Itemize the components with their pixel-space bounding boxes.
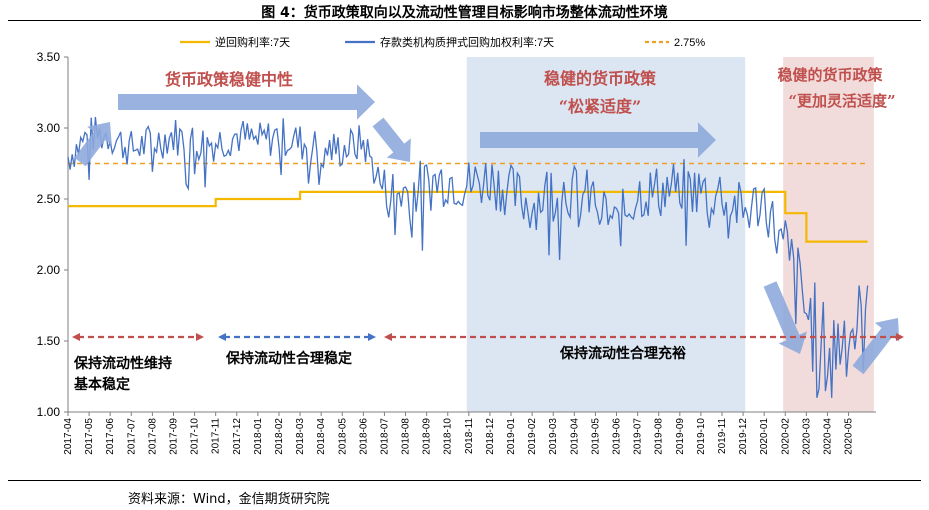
legend-item-1: 存款类机构质押式回购加权利率:7天 — [345, 35, 554, 49]
source-note: 资料来源：Wind，金信期货研究院 — [128, 492, 330, 507]
span-reasonable — [218, 333, 376, 341]
figure-title: 图 4：货币政策取向以及流动性管理目标影响市场整体流动性环境 — [261, 5, 668, 21]
span-stable — [72, 333, 204, 341]
tight-arrow — [480, 122, 716, 158]
annotation-arrows — [72, 84, 904, 375]
annotation-texts: 货币政策稳健中性 稳健的货币政策 “松紧适度” 稳健的货币政策 “更加灵活适度” 保持流动… — [73, 66, 896, 393]
y-tick-label: 2.50 — [37, 192, 61, 206]
span-stable-head-left — [72, 333, 80, 341]
x-tick-label: 2019-01 — [506, 418, 517, 455]
bottom-rule — [8, 480, 921, 481]
x-tick-label: 2019-04 — [569, 418, 580, 455]
x-tick-label: 2018-09 — [422, 418, 433, 455]
shaded-periods — [466, 57, 874, 412]
x-tick-label: 2017-11 — [211, 418, 222, 454]
x-tick-label: 2020-05 — [844, 418, 855, 455]
x-tick-label: 2019-06 — [612, 418, 623, 455]
y-tick-label: 2.00 — [37, 263, 61, 277]
neutral-arrow — [118, 84, 375, 120]
annotation-liq_stable_1: 保持流动性维持 — [73, 355, 172, 372]
y-tick-label: 3.00 — [37, 121, 61, 135]
annotation-liq_ample: 保持流动性合理充裕 — [559, 345, 686, 362]
legend: 逆回购利率:7天 存款类机构质押式回购加权利率:7天 2.75% — [180, 35, 705, 49]
x-tick-label: 2020-01 — [759, 418, 770, 455]
y-tick-label: 1.50 — [37, 334, 61, 348]
easing-arrow — [763, 281, 808, 354]
fall-arrow — [372, 117, 411, 162]
shaded-period-0 — [466, 57, 746, 412]
x-tick-label: 2018-05 — [337, 418, 348, 455]
span-ample-head-left — [384, 333, 392, 341]
rise-arrow — [74, 122, 112, 167]
legend-label: 2.75% — [674, 37, 705, 49]
x-tick-label: 2019-07 — [633, 418, 644, 455]
legend-label: 存款类机构质押式回购加权利率:7天 — [380, 35, 554, 49]
x-tick-label: 2019-10 — [696, 418, 707, 455]
span-stable-head-right — [196, 333, 204, 341]
rebound-arrow — [852, 318, 900, 375]
x-tick-label: 2018-10 — [443, 418, 454, 455]
legend-item-2: 2.75% — [645, 37, 705, 49]
reverse-repo-line — [68, 190, 868, 243]
x-tick-label: 2019-09 — [675, 418, 686, 455]
legend-item-0: 逆回购利率:7天 — [180, 35, 290, 49]
reverse-repo-series — [68, 190, 868, 243]
x-tick-label: 2018-02 — [274, 418, 285, 455]
annotation-flexible_title: 稳健的货币政策 — [777, 66, 883, 84]
x-tick-label: 2018-12 — [485, 418, 496, 455]
x-tick-label: 2019-05 — [590, 418, 601, 455]
annotation-tight_sub: “松紧适度” — [559, 97, 641, 116]
x-tick-label: 2017-07 — [126, 418, 137, 455]
x-tick-label: 2018-06 — [358, 418, 369, 455]
x-tick-label: 2017-05 — [84, 418, 95, 455]
x-tick-label: 2018-08 — [401, 418, 412, 455]
x-tick-label: 2019-12 — [738, 418, 749, 455]
annotation-liq_stable_2: 基本稳定 — [74, 376, 130, 393]
annotation-liq_reasonable: 保持流动性合理稳定 — [225, 350, 352, 367]
x-tick-label: 2018-11 — [464, 418, 475, 454]
x-tick-label: 2018-03 — [295, 418, 306, 455]
x-tick-label: 2018-07 — [379, 418, 390, 455]
top-rule — [8, 20, 921, 21]
x-tick-label: 2017-06 — [105, 418, 116, 455]
x-tick-label: 2019-08 — [654, 418, 665, 455]
x-tick-label: 2019-03 — [548, 418, 559, 455]
pledged-repo-line — [67, 116, 869, 398]
x-tick-label: 2019-02 — [527, 418, 538, 455]
x-tick-label: 2020-03 — [801, 418, 812, 455]
x-tick-label: 2020-04 — [822, 418, 833, 455]
y-tick-label: 3.50 — [37, 50, 61, 64]
x-tick-label: 2018-01 — [253, 418, 264, 455]
x-tick-label: 2017-08 — [147, 418, 158, 455]
legend-label: 逆回购利率:7天 — [215, 35, 290, 49]
span-ample — [384, 333, 904, 341]
x-tick-label: 2017-04 — [63, 418, 74, 455]
span-reasonable-head-right — [368, 333, 376, 341]
y-tick-label: 1.00 — [37, 405, 61, 419]
x-tick-label: 2017-09 — [168, 418, 179, 455]
annotation-tight_title: 稳健的货币政策 — [544, 69, 657, 88]
x-tick-label: 2017-10 — [190, 418, 201, 455]
x-tick-label: 2019-11 — [717, 418, 728, 454]
x-tick-label: 2018-04 — [316, 418, 327, 455]
pledged-repo-series — [67, 116, 869, 398]
x-tick-label: 2017-12 — [232, 418, 243, 455]
annotation-flexible_sub: “更加灵活适度” — [788, 92, 895, 110]
x-tick-label: 2020-02 — [780, 418, 791, 455]
annotation-neutral: 货币政策稳健中性 — [165, 70, 293, 89]
span-reasonable-head-left — [218, 333, 226, 341]
span-ample-head-right — [896, 333, 904, 341]
